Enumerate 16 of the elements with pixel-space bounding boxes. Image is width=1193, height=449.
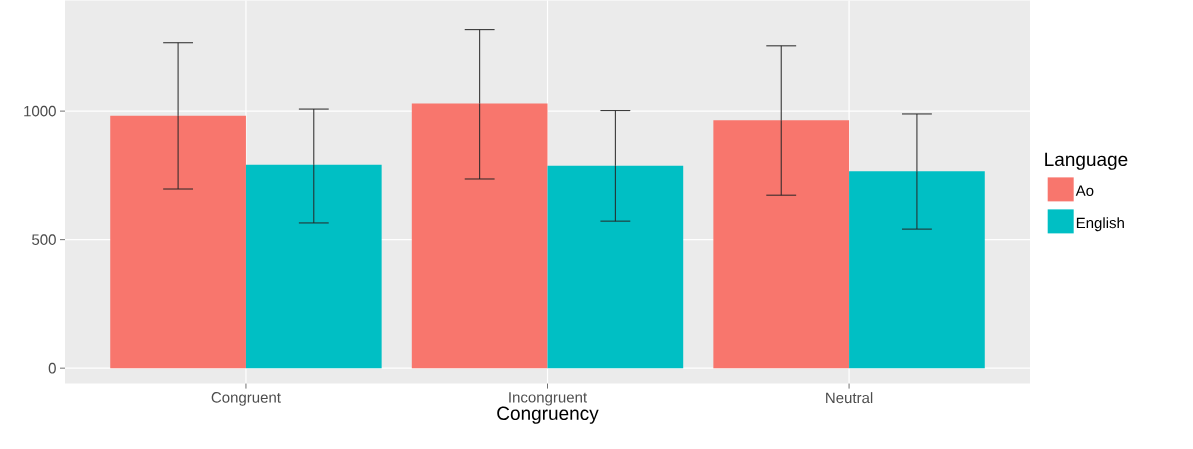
- x-tick-label: Incongruent: [509, 392, 587, 406]
- y-tick-label: 1000: [24, 106, 56, 117]
- y-tick-label: 500: [32, 234, 56, 246]
- bar: [713, 120, 850, 369]
- x-tick-label: Neutral: [826, 392, 873, 404]
- bar: [411, 103, 548, 369]
- y-tick-label: 0: [48, 363, 56, 374]
- bar: [245, 165, 382, 369]
- legend-label: English: [1076, 217, 1124, 232]
- bar: [110, 115, 246, 369]
- bar: [547, 166, 684, 369]
- legend-title: Language: [1045, 153, 1128, 171]
- legend-label: Ao: [1075, 185, 1094, 197]
- x-tick-label: Congruent: [211, 392, 281, 406]
- bar: [849, 171, 985, 369]
- x-axis-title: Congruency: [497, 406, 599, 424]
